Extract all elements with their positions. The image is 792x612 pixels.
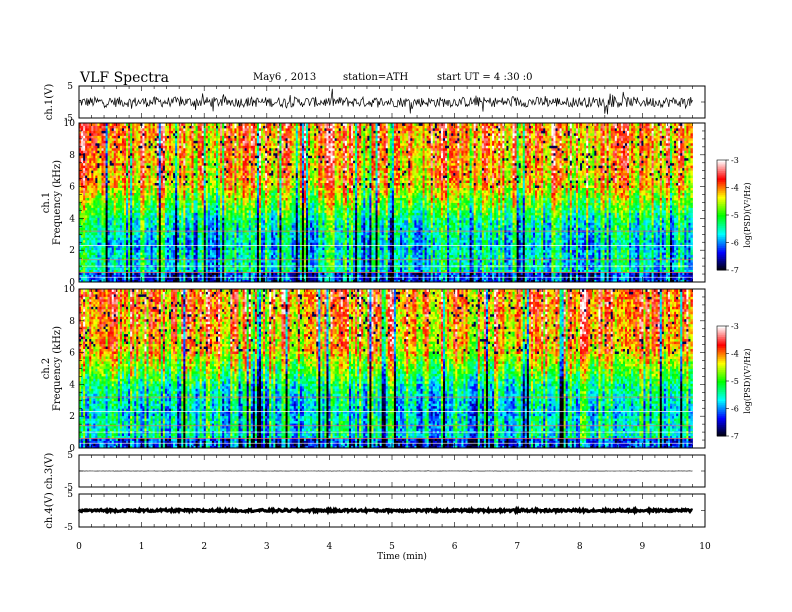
ytick-label: 2 [69,246,75,256]
ytick-label: 4 [69,214,75,224]
colorbar-tick-label: -5 [731,211,739,220]
ytick-label: 5 [67,451,73,461]
ytick-label: 6 [69,183,75,193]
colorbar-tick-label: -7 [731,266,739,275]
xtick-label: 2 [201,542,207,552]
colorbar-label: log(PSD)(V²/Hz) [743,348,752,413]
xtick-label: 7 [514,542,520,552]
y-axis-channel-label: ch.1 [41,192,52,214]
y-axis-label: ch.4(V) [44,492,55,529]
colorbar-tick-label: -3 [731,156,739,165]
start-time-label: start UT = 4 :30 :0 [437,72,532,83]
y-axis-channel-label: ch.2 [41,358,52,380]
y-axis-label: ch.1(V) [44,84,55,121]
colorbar-tick-label: -4 [731,350,739,359]
ytick-label: 6 [69,349,75,359]
signal-trace [77,505,694,516]
ytick-label: -5 [64,483,73,493]
date-label: May6 , 2013 [253,72,316,83]
ytick-label: 5 [67,82,73,92]
colorbar-tick-label: -7 [731,432,739,441]
xtick-label: 3 [264,542,270,552]
y-axis-label: ch.3(V) [44,453,55,490]
xtick-label: 10 [699,542,711,552]
ytick-label: 2 [69,412,75,422]
signal-trace [78,88,693,115]
xtick-label: 6 [452,542,458,552]
ytick-label: -5 [64,523,73,533]
colorbar-tick-label: -6 [731,405,739,414]
ytick-label: -5 [64,114,73,124]
ytick-label: 4 [69,380,75,390]
x-axis-label: Time (min) [377,551,427,562]
chart-title: VLF Spectra [80,70,169,86]
xtick-label: 5 [389,542,395,552]
ytick-label: 8 [69,317,75,327]
colorbar-tick-label: -5 [731,377,739,386]
colorbar-tick-label: -6 [731,239,739,248]
colorbar-tick-label: -4 [731,184,739,193]
xtick-label: 0 [76,542,82,552]
colorbar-label: log(PSD)(V²/Hz) [743,182,752,247]
colorbar-tick-label: -3 [731,322,739,331]
xtick-label: 9 [640,542,646,552]
ytick-label: 5 [67,490,73,500]
station-label: station=ATH [343,72,408,83]
ytick-label: 10 [64,119,76,129]
xtick-label: 8 [577,542,583,552]
xtick-label: 4 [327,542,333,552]
ytick-label: 0 [69,278,75,288]
ytick-label: 8 [69,151,75,161]
ytick-label: 0 [69,444,75,454]
ytick-label: 10 [64,285,76,295]
y-axis-label: Frequency (kHz) [52,160,63,245]
xtick-label: 1 [139,542,145,552]
y-axis-label: Frequency (kHz) [52,326,63,411]
